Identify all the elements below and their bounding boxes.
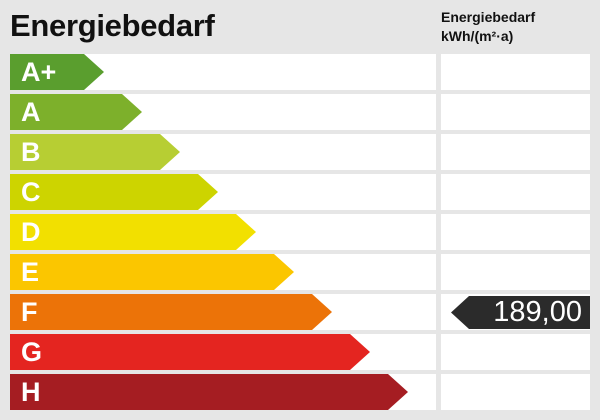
class-bar-panel: G [10, 334, 436, 370]
energy-class-row: C [10, 174, 590, 210]
value-cell [441, 374, 590, 410]
class-arrow: G [10, 334, 370, 370]
value-cell [441, 254, 590, 290]
class-bar-panel: C [10, 174, 436, 210]
class-bar-panel: F [10, 294, 436, 330]
class-label: D [21, 217, 41, 247]
value-cell [441, 334, 590, 370]
class-label: G [21, 337, 43, 367]
value-marker: 189,00 [451, 296, 590, 329]
energy-class-row: F 189,00 [10, 294, 590, 330]
energy-class-row: D [10, 214, 590, 250]
value-cell [441, 94, 590, 130]
value-cell [441, 174, 590, 210]
class-label: A+ [21, 57, 57, 87]
class-bar-panel: E [10, 254, 436, 290]
value-cell [441, 214, 590, 250]
class-label: H [21, 377, 41, 407]
energy-class-row: E [10, 254, 590, 290]
energy-class-row: H [10, 374, 590, 410]
class-label: B [21, 137, 41, 167]
class-label: A [21, 97, 41, 127]
class-bar-panel: B [10, 134, 436, 170]
class-bar-panel: A [10, 94, 436, 130]
class-arrow: D [10, 214, 256, 250]
class-arrow: F [10, 294, 332, 330]
class-label: C [21, 177, 41, 207]
column-header-title: Energiebedarf [441, 9, 536, 25]
energy-class-row: G [10, 334, 590, 370]
value-cell [441, 134, 590, 170]
class-label: E [21, 257, 40, 287]
column-header-unit: kWh/(m²·a) [441, 28, 514, 44]
energy-class-row: A [10, 94, 590, 130]
class-bar-panel: H [10, 374, 436, 410]
class-bar-panel: D [10, 214, 436, 250]
energy-class-row: A+ [10, 54, 590, 90]
value-cell [441, 54, 590, 90]
class-arrow: C [10, 174, 218, 210]
class-label: F [21, 297, 38, 327]
class-arrow: A [10, 94, 142, 130]
class-arrow: B [10, 134, 180, 170]
class-arrow: A+ [10, 54, 104, 90]
class-arrow: H [10, 374, 408, 410]
page-title: Energiebedarf [10, 8, 215, 43]
energy-class-row: B [10, 134, 590, 170]
value-marker-text: 189,00 [493, 296, 582, 328]
class-arrow: E [10, 254, 294, 290]
column-header: Energiebedarf kWh/(m²·a) [441, 8, 535, 46]
class-bar-panel: A+ [10, 54, 436, 90]
